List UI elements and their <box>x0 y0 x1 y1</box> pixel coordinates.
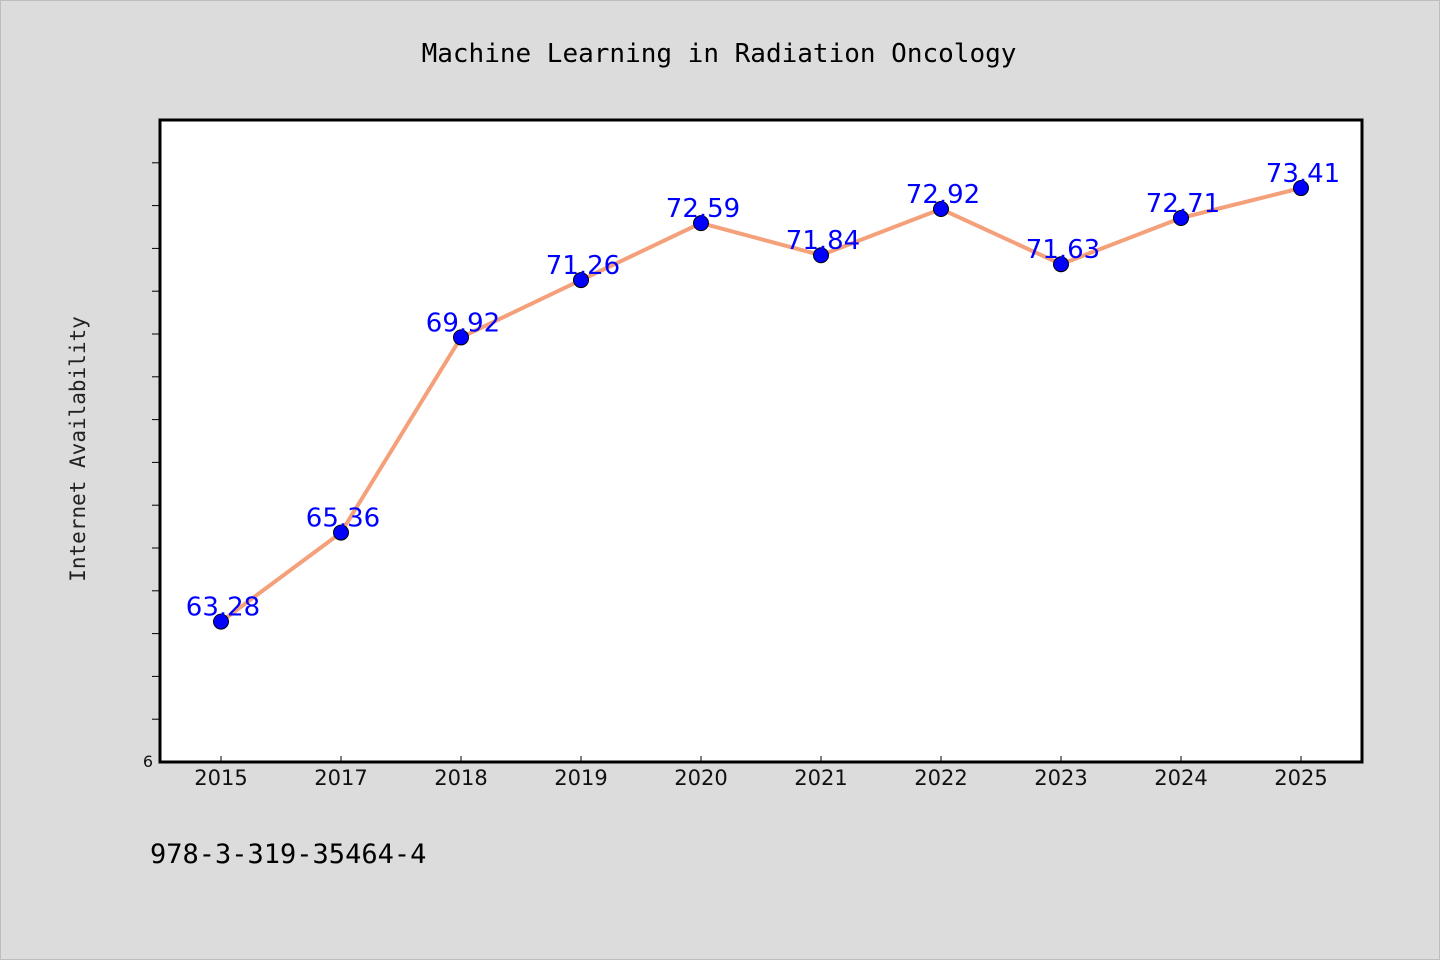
x-tick-label: 2015 <box>194 766 247 790</box>
data-point <box>573 272 589 289</box>
y-axis-ticks <box>152 162 160 720</box>
data-label: 65.36 <box>306 504 380 534</box>
data-label: 71.63 <box>1026 235 1100 265</box>
y-axis-label: Internet Availability <box>66 316 90 582</box>
data-label: 69.92 <box>426 308 500 338</box>
data-labels: 63.28 65.36 69.92 71.26 72.59 71.84 72.92 71.63… <box>186 159 1340 623</box>
data-point <box>813 247 829 264</box>
data-point <box>933 201 949 218</box>
data-markers <box>213 180 1309 630</box>
data-label: 71.26 <box>546 251 620 281</box>
y-tick-label: 6 <box>143 752 153 771</box>
series-lines <box>219 186 1303 624</box>
data-label: 72.59 <box>666 194 740 224</box>
x-tick-label: 2017 <box>314 766 367 790</box>
data-point <box>453 329 469 346</box>
x-tick-label: 2018 <box>434 766 487 790</box>
data-point <box>1293 180 1309 197</box>
data-point <box>213 613 229 630</box>
x-axis-tick-labels: 2015 2017 2018 2019 2020 2021 2022 2023 2024 2025 <box>194 766 1327 790</box>
data-point <box>333 524 349 541</box>
chart-title: Machine Learning in Radiation Oncology <box>422 39 1017 69</box>
x-tick-label: 2024 <box>1154 766 1207 790</box>
data-label: 72.71 <box>1146 189 1220 219</box>
data-label: 71.84 <box>786 226 860 256</box>
x-tick-label: 2021 <box>794 766 847 790</box>
data-label: 73.41 <box>1266 159 1340 189</box>
x-tick-label: 2023 <box>1034 766 1087 790</box>
x-tick-label: 2020 <box>674 766 727 790</box>
series-line <box>219 186 1303 624</box>
data-point <box>693 215 709 232</box>
isbn-annotation: 978-3-319-35464-4 <box>150 839 426 870</box>
data-point <box>1053 256 1069 273</box>
data-label: 63.28 <box>186 593 260 623</box>
x-axis-ticks <box>220 756 1302 762</box>
x-tick-label: 2019 <box>554 766 607 790</box>
data-point <box>1173 210 1189 227</box>
data-label: 72.92 <box>906 180 980 210</box>
x-tick-label: 2025 <box>1274 766 1327 790</box>
x-tick-label: 2022 <box>914 766 967 790</box>
